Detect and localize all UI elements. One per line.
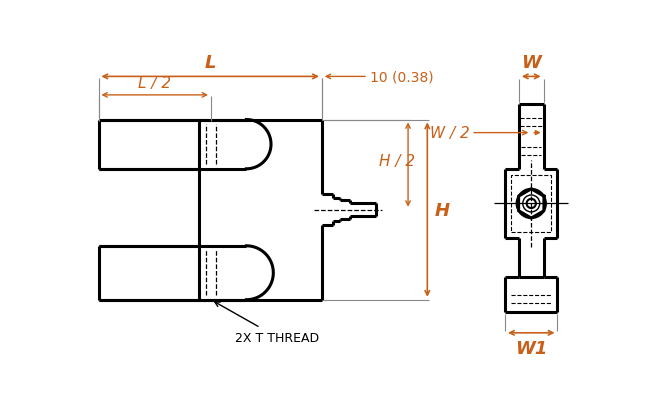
Text: W1: W1 [515,339,547,357]
Text: H: H [435,201,450,219]
Text: W: W [521,54,541,72]
Text: W / 2: W / 2 [430,126,469,141]
Text: 2X T THREAD: 2X T THREAD [214,302,319,344]
Bar [511,176,551,233]
Text: 10 (0.38): 10 (0.38) [370,70,433,84]
Text: H / 2: H / 2 [378,154,415,169]
Text: L / 2: L / 2 [138,76,171,91]
Text: L: L [205,54,216,72]
